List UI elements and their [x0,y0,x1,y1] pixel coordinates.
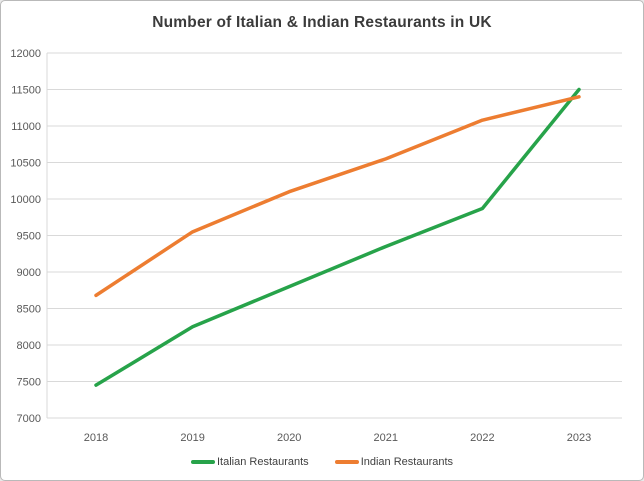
legend-item-italian-restaurants: Italian Restaurants [190,456,309,468]
x-tick-label: 2020 [277,432,301,444]
series-line-indian-restaurants [94,95,581,298]
legend-label: Indian Restaurants [360,456,454,468]
x-tick-label: 2021 [374,432,398,444]
legend-label: Italian Restaurants [216,456,309,468]
legend-swatch-italian-restaurants [190,460,215,464]
x-tick-label: 2023 [567,432,591,444]
y-tick-label: 11500 [11,85,41,97]
x-tick-label: 2019 [180,432,204,444]
legend-swatch-indian-restaurants [334,460,359,464]
x-tick-label: 2018 [84,432,108,444]
y-tick-label: 11000 [11,121,41,133]
y-tick-label: 10000 [10,194,41,206]
y-tick-label: 12000 [10,48,41,60]
y-tick-label: 9000 [17,267,41,279]
x-tick-label: 2022 [470,432,494,444]
y-tick-label: 8500 [17,304,41,316]
y-tick-label: 9500 [17,231,41,243]
chart-title: Number of Italian & Indian Restaurants i… [152,14,492,31]
series-line-italian-restaurants [94,87,581,387]
legend: Italian Restaurants Indian Restaurants [1,456,643,468]
legend-item-indian-restaurants: Indian Restaurants [334,456,454,468]
y-tick-label: 7000 [17,413,41,425]
y-tick-label: 10500 [10,158,41,170]
y-tick-label: 7500 [17,377,41,389]
y-tick-label: 8000 [17,340,41,352]
